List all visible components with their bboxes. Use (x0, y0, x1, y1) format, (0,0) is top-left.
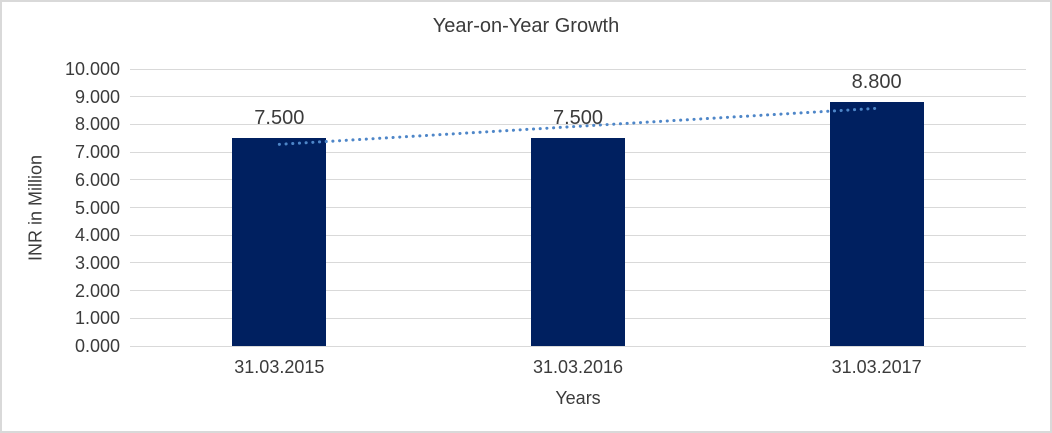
y-tick-label: 1.000 (74, 308, 120, 329)
gridline (130, 345, 1026, 347)
y-tick-label: 2.000 (74, 280, 120, 301)
bar (531, 138, 625, 346)
bar-value-label: 7.500 (254, 107, 305, 130)
category-label: 31.03.2017 (831, 357, 922, 377)
y-tick-label: 6.000 (74, 169, 120, 190)
y-tick-label: 5.000 (74, 197, 120, 218)
bar-value-label: 8.800 (851, 71, 902, 94)
category-label: 31.03.2015 (234, 357, 325, 377)
y-tick-label: 7.000 (74, 142, 120, 163)
y-tick-label: 3.000 (74, 252, 120, 273)
chart-title: Year-on-Year Growth (432, 15, 620, 37)
y-tick-label: 10.000 (64, 59, 120, 79)
y-tick-label: 9.000 (74, 86, 120, 107)
y-tick-label: 8.000 (74, 114, 120, 135)
bar-value-label: 7.500 (552, 107, 604, 130)
category-label: 31.03.2016 (532, 357, 624, 377)
gridline (130, 96, 1026, 98)
x-axis-title: Years (555, 388, 601, 408)
gridline (130, 68, 1026, 70)
y-tick-label: 4.000 (74, 225, 120, 246)
y-tick-label: 0.000 (74, 336, 120, 356)
bar (829, 102, 924, 346)
bar (232, 138, 327, 346)
